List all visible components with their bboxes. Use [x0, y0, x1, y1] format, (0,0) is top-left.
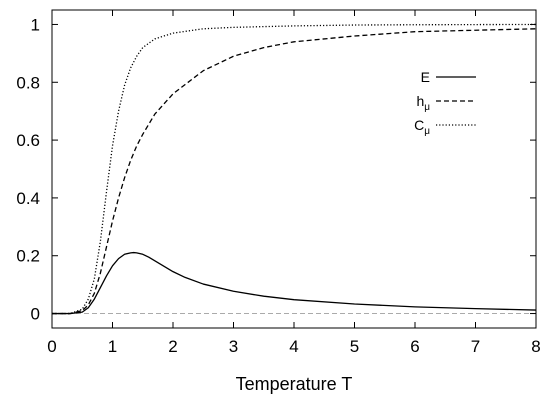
legend-label: hμ	[416, 93, 430, 113]
series-line-h-μ	[52, 28, 537, 315]
y-tick-label: 0.8	[16, 73, 40, 92]
legend-label: Cμ	[414, 117, 430, 137]
x-tick-label: 5	[350, 337, 359, 356]
series-line-e	[52, 251, 537, 315]
x-tick-label: 0	[47, 337, 56, 356]
x-tick-label: 6	[410, 337, 419, 356]
x-tick-label: 4	[289, 337, 298, 356]
y-tick-label: 1	[31, 15, 40, 34]
x-tick-label: 1	[108, 337, 117, 356]
plot-frame	[51, 9, 537, 329]
x-tick-label: 7	[471, 337, 480, 356]
x-tick-label: 2	[168, 337, 177, 356]
series-line-c-μ	[52, 23, 537, 315]
axes: 0 1 2 3 4 5 6 7 8 0 0.2 0.4 0.6 0.8 1	[16, 9, 541, 356]
legend: Ehμ Cμ	[414, 69, 476, 137]
legend-label: E	[421, 69, 430, 85]
x-tick-label: 3	[229, 337, 238, 356]
y-tick-label: 0.6	[16, 131, 40, 150]
y-tick-label: 0.2	[16, 247, 40, 266]
x-axis-title: Temperature T	[236, 374, 353, 394]
x-tick-label: 8	[531, 337, 540, 356]
plot-area	[52, 23, 537, 315]
y-tick-label: 0.4	[16, 189, 40, 208]
y-tick-label: 0	[31, 305, 40, 324]
